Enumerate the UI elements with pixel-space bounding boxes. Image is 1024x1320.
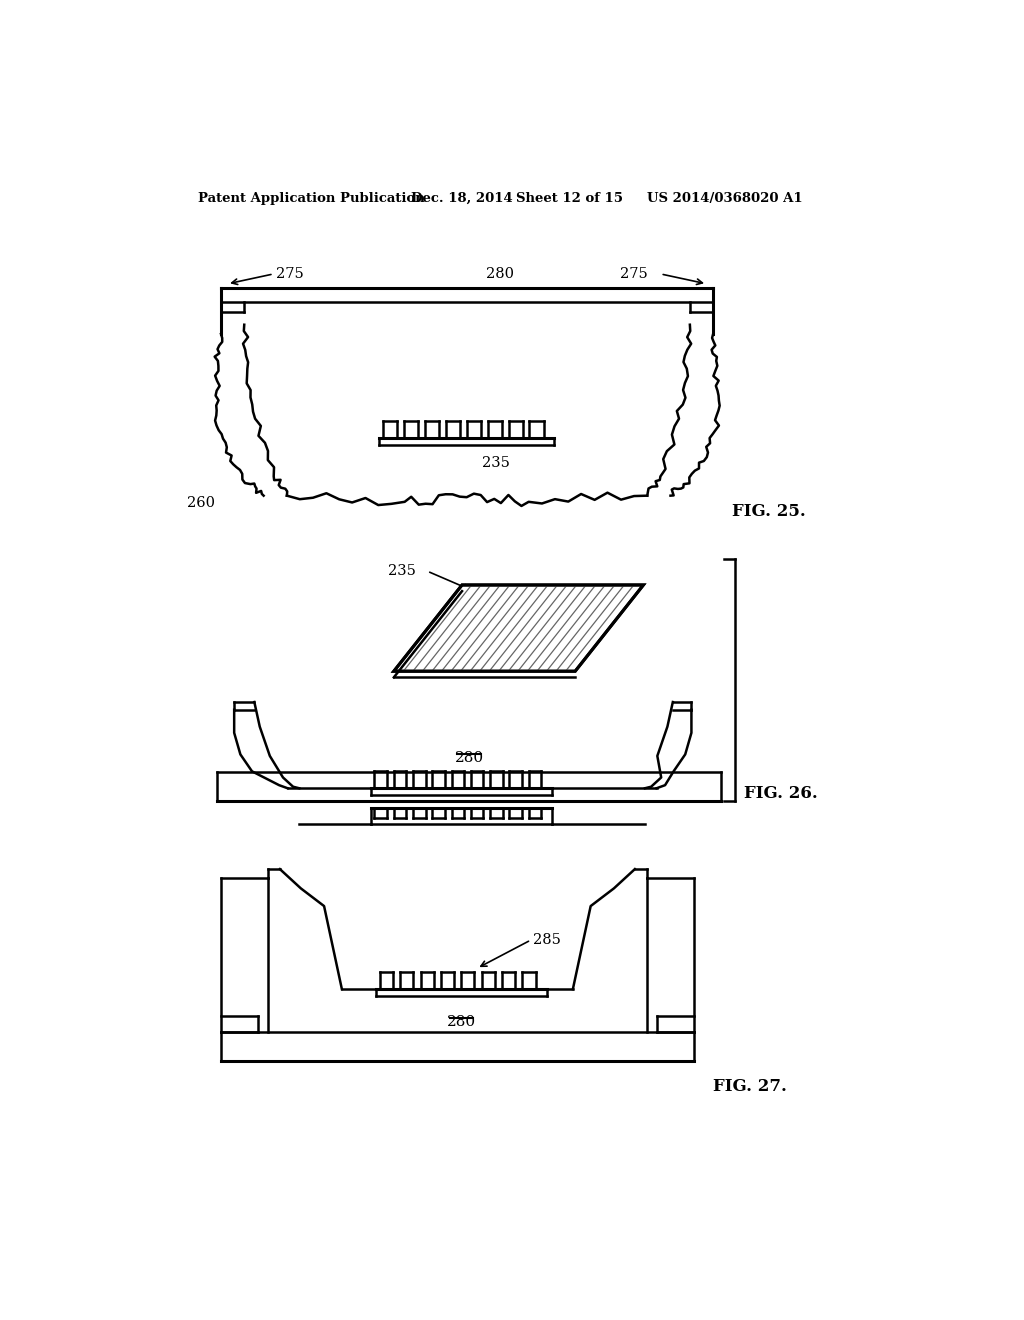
Text: 280: 280 [446,1015,476,1030]
Text: 280: 280 [486,267,514,281]
Text: US 2014/0368020 A1: US 2014/0368020 A1 [647,191,803,205]
Text: FIG. 27.: FIG. 27. [713,1077,787,1094]
Text: FIG. 26.: FIG. 26. [744,785,818,803]
Text: 235: 235 [388,564,417,578]
Text: 285: 285 [534,933,561,946]
Polygon shape [394,585,643,671]
Text: FIG. 25.: FIG. 25. [732,503,806,520]
Text: 275: 275 [276,267,304,281]
Text: Sheet 12 of 15: Sheet 12 of 15 [515,191,623,205]
Text: 280: 280 [455,751,483,766]
Text: Patent Application Publication: Patent Application Publication [198,191,425,205]
Text: 235: 235 [482,455,510,470]
Text: Dec. 18, 2014: Dec. 18, 2014 [411,191,513,205]
Text: 260: 260 [186,496,215,511]
Text: 275: 275 [621,267,648,281]
